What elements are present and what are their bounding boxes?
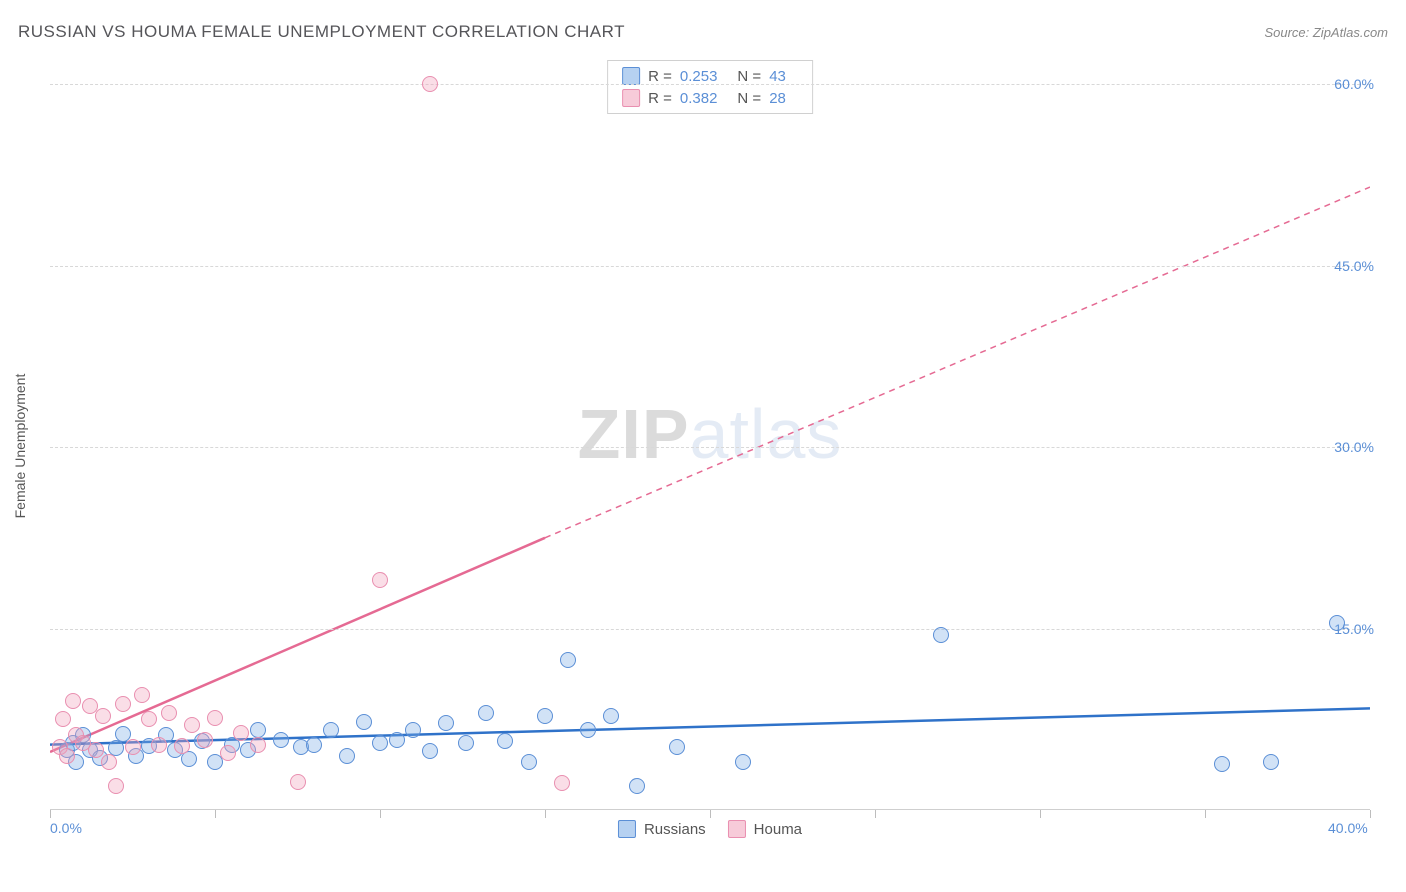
- r-value: 0.382: [680, 90, 718, 107]
- series-legend: Russians Houma: [618, 820, 802, 838]
- houma-point: [184, 717, 200, 733]
- houma-point: [59, 748, 75, 764]
- x-tick: [50, 810, 51, 818]
- grid-line: [50, 266, 1370, 267]
- legend-swatch: [622, 89, 640, 107]
- series-label: Houma: [754, 821, 802, 838]
- houma-point: [55, 711, 71, 727]
- houma-point: [65, 693, 81, 709]
- houma-point: [290, 774, 306, 790]
- russians-point: [372, 735, 388, 751]
- russians-point: [521, 754, 537, 770]
- russians-point: [438, 715, 454, 731]
- n-value: 28: [769, 90, 786, 107]
- y-axis-title: Female Unemployment: [12, 374, 28, 519]
- russians-point: [273, 732, 289, 748]
- r-value: 0.253: [680, 68, 718, 85]
- houma-point: [207, 710, 223, 726]
- x-tick: [1370, 810, 1371, 818]
- houma-point: [372, 572, 388, 588]
- russians-point: [339, 748, 355, 764]
- series-label: Russians: [644, 821, 706, 838]
- houma-point: [554, 775, 570, 791]
- houma-point: [233, 725, 249, 741]
- watermark: ZIPatlas: [578, 394, 843, 474]
- x-tick: [1040, 810, 1041, 818]
- scatter-plot-area: ZIPatlas R = 0.253 N = 43 R = 0.382 N = …: [50, 60, 1370, 840]
- russians-point: [497, 733, 513, 749]
- russians-point: [669, 739, 685, 755]
- legend-swatch: [728, 820, 746, 838]
- n-label: N =: [737, 68, 761, 85]
- y-tick-label: 30.0%: [1334, 439, 1374, 455]
- chart-header: RUSSIAN VS HOUMA FEMALE UNEMPLOYMENT COR…: [18, 22, 1388, 42]
- houma-point: [125, 739, 141, 755]
- r-label: R =: [648, 90, 672, 107]
- x-tick: [215, 810, 216, 818]
- x-tick-label: 0.0%: [50, 820, 82, 836]
- chart-title: RUSSIAN VS HOUMA FEMALE UNEMPLOYMENT COR…: [18, 22, 625, 42]
- houma-point: [108, 778, 124, 794]
- russians-point: [405, 722, 421, 738]
- grid-line: [50, 84, 1370, 85]
- russians-point: [537, 708, 553, 724]
- y-tick-label: 45.0%: [1334, 258, 1374, 274]
- x-tick: [1205, 810, 1206, 818]
- houma-point: [88, 742, 104, 758]
- houma-point: [174, 738, 190, 754]
- source-label: Source: ZipAtlas.com: [1264, 25, 1388, 40]
- houma-point: [220, 745, 236, 761]
- russians-point: [422, 743, 438, 759]
- russians-point: [458, 735, 474, 751]
- russians-point: [1329, 615, 1345, 631]
- legend-swatch: [622, 67, 640, 85]
- x-tick: [380, 810, 381, 818]
- russians-point: [306, 737, 322, 753]
- legend-swatch: [618, 820, 636, 838]
- legend-row: R = 0.382 N = 28: [622, 87, 798, 109]
- houma-point: [250, 737, 266, 753]
- n-label: N =: [737, 90, 761, 107]
- russians-point: [603, 708, 619, 724]
- grid-line: [50, 629, 1370, 630]
- russians-point: [1263, 754, 1279, 770]
- series-legend-item: Houma: [728, 820, 802, 838]
- houma-point: [151, 737, 167, 753]
- russians-point: [735, 754, 751, 770]
- houma-point: [197, 732, 213, 748]
- russians-point: [323, 722, 339, 738]
- regression-lines: [50, 60, 1370, 840]
- russians-point: [478, 705, 494, 721]
- houma-point: [134, 687, 150, 703]
- russians-point: [580, 722, 596, 738]
- houma-point: [161, 705, 177, 721]
- r-label: R =: [648, 68, 672, 85]
- x-tick: [875, 810, 876, 818]
- russians-point: [629, 778, 645, 794]
- russians-point: [560, 652, 576, 668]
- x-tick: [710, 810, 711, 818]
- n-value: 43: [769, 68, 786, 85]
- x-tick-label: 40.0%: [1328, 820, 1368, 836]
- houma-point: [115, 696, 131, 712]
- grid-line: [50, 447, 1370, 448]
- y-tick-label: 60.0%: [1334, 76, 1374, 92]
- russians-point: [389, 732, 405, 748]
- houma-point: [95, 708, 111, 724]
- series-legend-item: Russians: [618, 820, 706, 838]
- houma-point: [422, 76, 438, 92]
- russians-point: [933, 627, 949, 643]
- russians-point: [1214, 756, 1230, 772]
- correlation-legend: R = 0.253 N = 43 R = 0.382 N = 28: [607, 60, 813, 114]
- houma-point: [141, 711, 157, 727]
- x-tick: [545, 810, 546, 818]
- russians-point: [356, 714, 372, 730]
- houma-point: [101, 754, 117, 770]
